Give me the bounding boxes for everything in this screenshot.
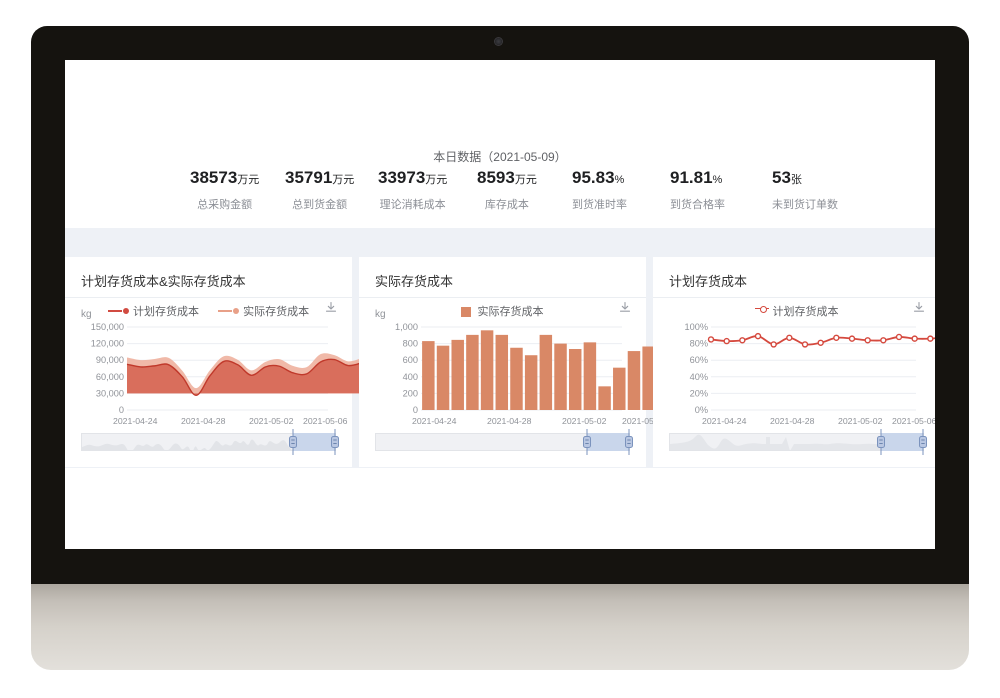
svg-text:1,000: 1,000 (395, 322, 418, 332)
svg-text:40%: 40% (690, 372, 708, 382)
svg-text:600: 600 (403, 355, 418, 365)
svg-text:400: 400 (403, 372, 418, 382)
svg-text:0: 0 (119, 405, 124, 415)
svg-text:0%: 0% (695, 405, 708, 415)
svg-text:120,000: 120,000 (91, 339, 124, 349)
svg-text:0: 0 (413, 405, 418, 415)
svg-text:20%: 20% (690, 388, 708, 398)
svg-text:60,000: 60,000 (96, 372, 124, 382)
svg-text:800: 800 (403, 339, 418, 349)
svg-text:100%: 100% (685, 322, 709, 332)
svg-text:90,000: 90,000 (96, 355, 124, 365)
svg-text:200: 200 (403, 388, 418, 398)
svg-text:30,000: 30,000 (96, 388, 124, 398)
svg-text:80%: 80% (690, 339, 708, 349)
svg-text:150,000: 150,000 (91, 322, 124, 332)
svg-text:60%: 60% (690, 355, 708, 365)
